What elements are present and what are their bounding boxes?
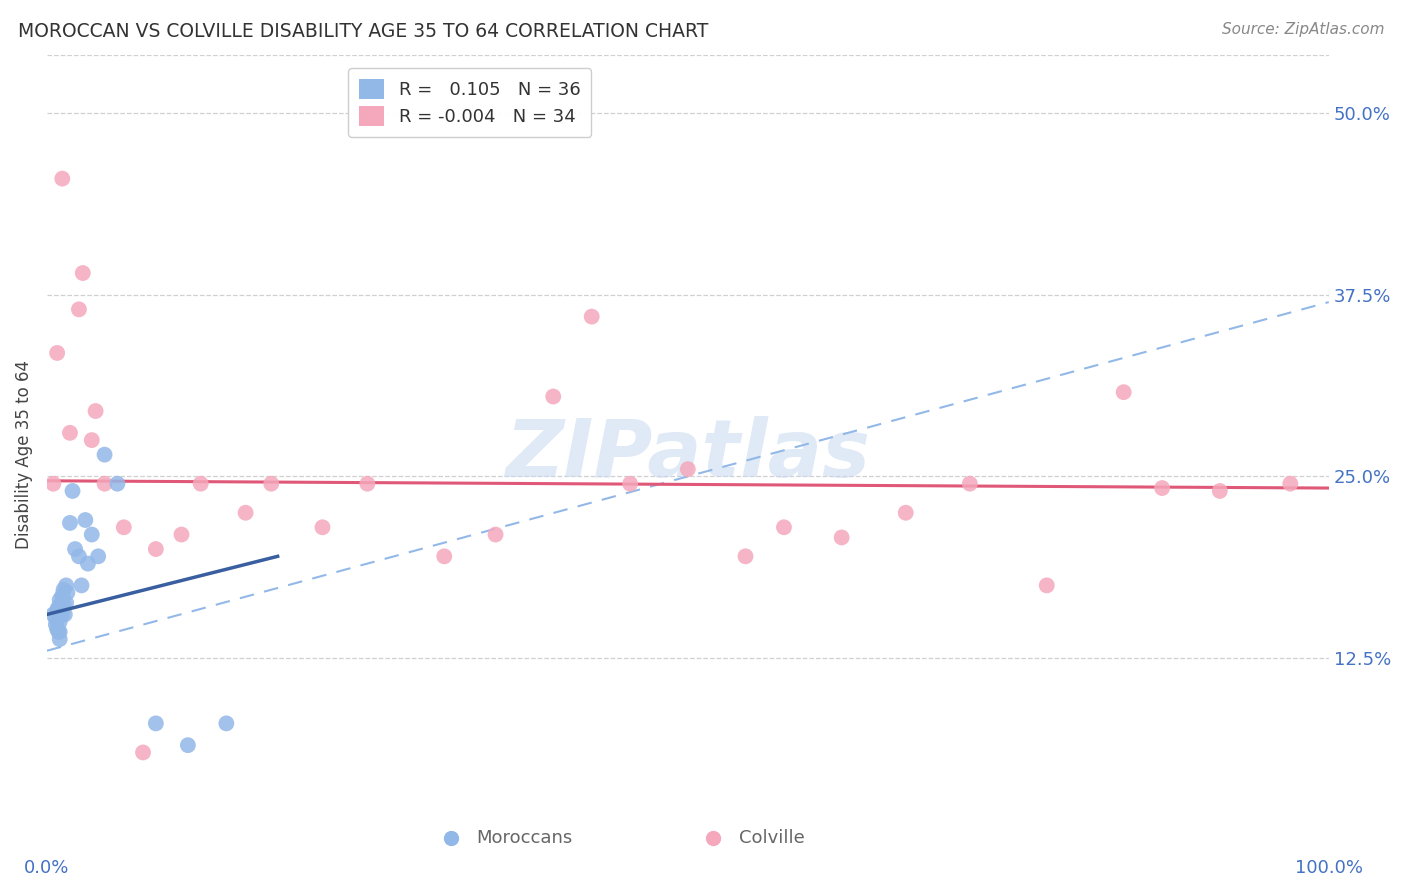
Point: [235, 506, 257, 520]
Point: [959, 476, 981, 491]
Point: [84, 404, 107, 418]
Point: [48, 600, 70, 615]
Point: [734, 549, 756, 564]
Point: [48, 607, 70, 622]
Point: [72, 266, 94, 280]
Point: [48, 632, 70, 647]
Text: ZIPatlas: ZIPatlas: [505, 416, 870, 493]
Point: [52, 582, 75, 597]
Point: [59, 516, 82, 530]
Point: [581, 310, 603, 324]
Point: [170, 527, 193, 541]
Point: [70, 578, 93, 592]
Point: [1035, 578, 1057, 592]
Point: [48, 615, 70, 629]
Point: [311, 520, 333, 534]
Text: Moroccans: Moroccans: [477, 830, 572, 847]
Point: [62, 483, 84, 498]
Point: [1112, 385, 1135, 400]
Point: [93, 476, 115, 491]
Point: [51, 589, 73, 603]
Text: Source: ZipAtlas.com: Source: ZipAtlas.com: [1222, 22, 1385, 37]
Point: [619, 476, 641, 491]
Point: [48, 624, 70, 639]
Point: [260, 476, 283, 491]
Point: [1152, 481, 1174, 495]
Point: [93, 448, 115, 462]
Point: [1279, 476, 1302, 491]
Point: [48, 624, 70, 639]
Point: [55, 596, 77, 610]
Point: [105, 476, 128, 491]
Point: [59, 425, 82, 440]
Text: MOROCCAN VS COLVILLE DISABILITY AGE 35 TO 64 CORRELATION CHART: MOROCCAN VS COLVILLE DISABILITY AGE 35 T…: [18, 22, 709, 41]
Point: [42, 607, 65, 622]
Point: [51, 607, 73, 622]
Point: [773, 520, 796, 534]
Point: [80, 527, 103, 541]
Point: [112, 520, 135, 534]
Point: [42, 476, 65, 491]
Point: [46, 346, 69, 360]
Point: [56, 585, 79, 599]
Point: [55, 578, 77, 592]
Point: [484, 527, 506, 541]
Point: [676, 462, 699, 476]
Point: [541, 390, 564, 404]
Point: [51, 171, 73, 186]
Point: [87, 549, 110, 564]
Point: [215, 716, 238, 731]
Point: [356, 476, 378, 491]
Text: Colville: Colville: [740, 830, 804, 847]
Point: [67, 549, 90, 564]
Point: [702, 804, 724, 818]
Point: [894, 506, 917, 520]
Point: [45, 617, 67, 632]
Point: [52, 597, 75, 611]
Point: [46, 603, 69, 617]
Point: [67, 302, 90, 317]
Point: [831, 531, 853, 545]
Point: [53, 607, 76, 622]
Legend: R =   0.105   N = 36, R = -0.004   N = 34: R = 0.105 N = 36, R = -0.004 N = 34: [349, 68, 592, 136]
Point: [46, 622, 69, 636]
Point: [77, 557, 100, 571]
Point: [145, 542, 167, 557]
Point: [48, 593, 70, 607]
Point: [440, 804, 463, 818]
Point: [132, 746, 155, 760]
Point: [433, 549, 456, 564]
Point: [49, 597, 72, 611]
Point: [48, 603, 70, 617]
Point: [177, 738, 200, 752]
Point: [63, 542, 86, 557]
Point: [190, 476, 212, 491]
Point: [45, 612, 67, 626]
Point: [80, 433, 103, 447]
Y-axis label: Disability Age 35 to 64: Disability Age 35 to 64: [15, 360, 32, 549]
Point: [1209, 483, 1232, 498]
Point: [75, 513, 97, 527]
Point: [145, 716, 167, 731]
